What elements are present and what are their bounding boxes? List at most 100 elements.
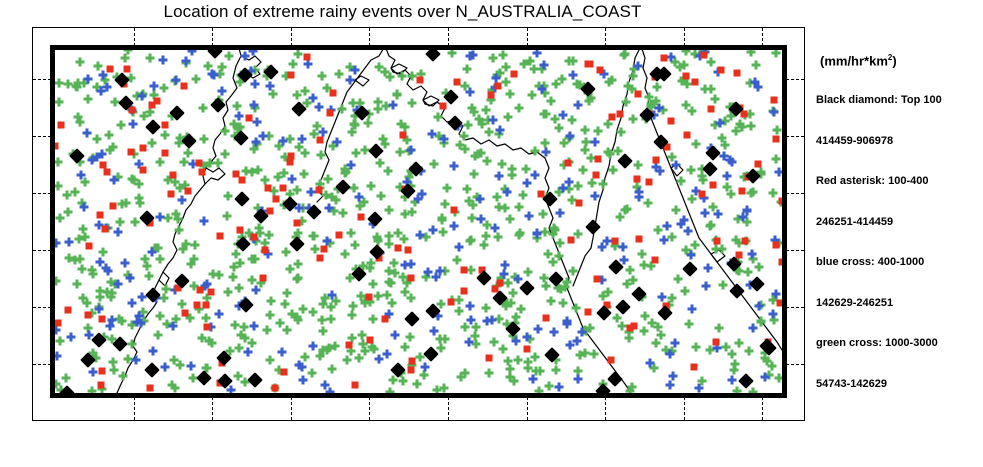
marker-blue-cross bbox=[188, 159, 197, 169]
marker-green-cross bbox=[55, 276, 61, 286]
marker-green-cross bbox=[421, 232, 431, 242]
marker-blue-cross bbox=[278, 136, 288, 146]
marker-red-asterisk bbox=[770, 96, 778, 104]
marker-green-cross bbox=[667, 293, 677, 303]
marker-red-asterisk bbox=[139, 166, 147, 174]
marker-green-cross bbox=[347, 333, 357, 343]
marker-green-cross bbox=[63, 207, 73, 217]
marker-green-cross bbox=[727, 349, 737, 359]
marker-red-asterisk bbox=[593, 275, 601, 283]
marker-green-cross bbox=[680, 286, 690, 296]
marker-green-cross bbox=[633, 160, 643, 170]
marker-green-cross bbox=[670, 57, 680, 67]
marker-red-asterisk bbox=[567, 236, 575, 244]
marker-green-cross bbox=[269, 186, 279, 196]
marker-green-cross bbox=[407, 207, 417, 217]
marker-blue-cross bbox=[82, 128, 92, 138]
marker-blue-cross bbox=[209, 70, 219, 80]
marker-black-diamond bbox=[615, 298, 631, 315]
marker-green-cross bbox=[726, 189, 736, 199]
marker-green-cross bbox=[384, 205, 394, 215]
marker-blue-cross bbox=[491, 73, 501, 83]
marker-green-cross bbox=[273, 172, 283, 182]
marker-green-cross bbox=[706, 84, 715, 94]
marker-green-cross bbox=[153, 330, 163, 340]
marker-green-cross bbox=[471, 339, 481, 349]
marker-green-cross bbox=[682, 79, 692, 89]
marker-green-cross bbox=[484, 127, 494, 137]
marker-green-cross bbox=[380, 67, 390, 76]
marker-green-cross bbox=[501, 62, 511, 72]
marker-green-cross bbox=[205, 158, 215, 167]
marker-green-cross bbox=[139, 316, 149, 325]
marker-green-cross bbox=[260, 238, 270, 248]
marker-red-asterisk bbox=[611, 237, 619, 245]
marker-green-cross bbox=[718, 280, 728, 290]
marker-green-cross bbox=[315, 351, 325, 361]
marker-red-asterisk bbox=[365, 293, 373, 300]
marker-green-cross bbox=[149, 90, 159, 100]
marker-blue-cross bbox=[137, 91, 147, 101]
marker-green-cross bbox=[75, 157, 85, 167]
marker-green-cross bbox=[360, 346, 370, 356]
marker-green-cross bbox=[399, 234, 409, 244]
marker-blue-cross bbox=[149, 81, 158, 91]
marker-blue-cross bbox=[252, 117, 262, 126]
marker-green-cross bbox=[175, 133, 185, 143]
marker-green-cross bbox=[384, 277, 394, 287]
marker-blue-cross bbox=[107, 315, 117, 325]
marker-red-asterisk bbox=[712, 338, 720, 346]
marker-green-cross bbox=[746, 121, 756, 131]
marker-red-asterisk bbox=[404, 246, 412, 254]
marker-green-cross bbox=[235, 77, 244, 87]
marker-red-asterisk bbox=[198, 168, 206, 176]
marker-green-cross bbox=[309, 231, 319, 241]
marker-green-cross bbox=[282, 325, 292, 335]
marker-blue-cross bbox=[655, 166, 665, 176]
marker-green-cross bbox=[95, 292, 105, 302]
marker-green-cross bbox=[511, 312, 521, 322]
marker-red-asterisk bbox=[261, 246, 269, 254]
marker-red-asterisk bbox=[315, 186, 323, 194]
marker-blue-cross bbox=[562, 316, 572, 326]
marker-green-cross bbox=[317, 71, 327, 81]
marker-blue-cross bbox=[298, 375, 308, 385]
marker-red-asterisk bbox=[450, 206, 457, 214]
marker-green-cross bbox=[253, 165, 263, 175]
marker-green-cross bbox=[334, 69, 344, 79]
marker-blue-cross bbox=[324, 203, 334, 212]
marker-green-cross bbox=[392, 90, 402, 100]
marker-green-cross bbox=[117, 316, 127, 326]
marker-blue-cross bbox=[318, 127, 327, 137]
marker-green-cross bbox=[223, 191, 233, 201]
marker-blue-cross bbox=[55, 238, 61, 248]
marker-green-cross bbox=[386, 278, 396, 288]
marker-blue-cross bbox=[488, 115, 498, 125]
marker-green-cross bbox=[498, 344, 508, 354]
marker-green-cross bbox=[356, 291, 365, 301]
marker-blue-cross bbox=[87, 155, 97, 165]
marker-green-cross bbox=[627, 382, 637, 392]
marker-green-cross bbox=[554, 251, 564, 261]
marker-red-asterisk bbox=[633, 175, 641, 183]
marker-blue-cross bbox=[354, 192, 364, 202]
marker-green-cross bbox=[681, 50, 691, 56]
marker-green-cross bbox=[364, 109, 374, 119]
marker-green-cross bbox=[691, 139, 701, 149]
marker-red-asterisk bbox=[161, 121, 168, 129]
marker-green-cross bbox=[756, 317, 766, 327]
marker-green-cross bbox=[617, 321, 627, 331]
marker-green-cross bbox=[83, 323, 93, 333]
marker-blue-cross bbox=[533, 324, 543, 334]
marker-blue-cross bbox=[502, 187, 511, 197]
marker-red-asterisk bbox=[98, 315, 106, 323]
marker-green-cross bbox=[624, 327, 634, 337]
marker-green-cross bbox=[505, 89, 515, 99]
marker-green-cross bbox=[360, 298, 370, 308]
marker-green-cross bbox=[102, 287, 112, 297]
marker-green-cross bbox=[255, 228, 265, 237]
marker-green-cross bbox=[365, 263, 375, 273]
marker-green-cross bbox=[175, 360, 184, 370]
marker-green-cross bbox=[294, 142, 304, 152]
marker-blue-cross bbox=[199, 216, 209, 226]
